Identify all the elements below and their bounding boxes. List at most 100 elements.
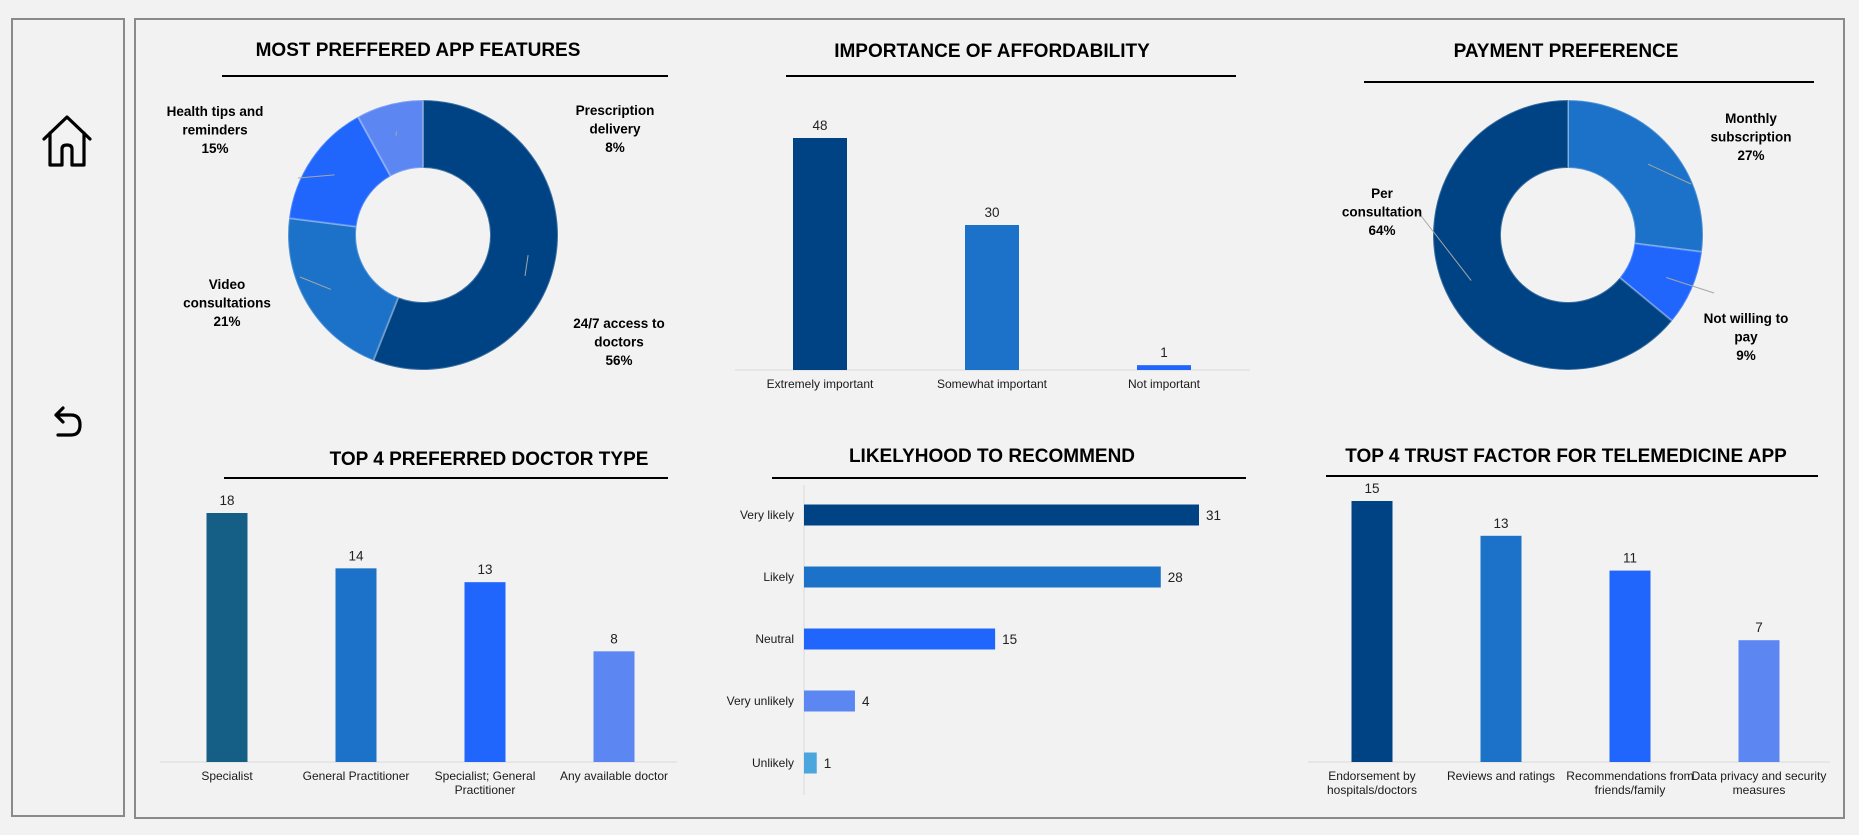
x-tick-label: Specialist; General xyxy=(435,769,536,783)
home-button[interactable] xyxy=(39,112,95,170)
y-tick-label: Neutral xyxy=(755,632,794,646)
sidebar xyxy=(11,18,125,817)
leader-line-1 xyxy=(299,276,332,290)
y-tick-label: Likely xyxy=(763,570,794,584)
slice-label-1: Not willing to xyxy=(1704,311,1789,326)
recommend-title: LIKELYHOOD TO RECOMMEND xyxy=(848,446,1136,467)
leader-line-2 xyxy=(1414,207,1472,281)
bar-1 xyxy=(335,568,377,762)
bar-value-label: 1 xyxy=(1160,345,1168,360)
donut-slice-1 xyxy=(287,216,400,362)
features-title: MOST PREFFERED APP FEATURES xyxy=(255,40,581,61)
x-tick-label: Specialist xyxy=(201,769,253,783)
features-donut-chart: 24/7 access to doctors 56% Video consultatio… xyxy=(167,98,665,371)
bar-1 xyxy=(965,225,1019,370)
leader-line-0 xyxy=(1648,163,1692,185)
bar-0 xyxy=(804,504,1199,526)
bar-1 xyxy=(1480,535,1522,762)
slice-label-3: 8% xyxy=(605,140,625,155)
bar-2 xyxy=(804,628,996,650)
bar-value-label: 48 xyxy=(812,118,827,133)
bar-value-label: 1 xyxy=(824,756,832,771)
bar-value-label: 13 xyxy=(1493,516,1508,531)
x-tick-label: Any available doctor xyxy=(560,769,668,783)
affordability-bar-chart: 48 Extremely important 30 Somewhat importan… xyxy=(735,118,1250,391)
donut-slice-3 xyxy=(356,98,424,178)
bar-3 xyxy=(593,651,635,762)
affordability-title-underline xyxy=(786,75,1236,77)
slice-label-0: 27% xyxy=(1737,148,1764,163)
bar-0 xyxy=(793,138,847,370)
donut-slice-0 xyxy=(372,98,559,371)
y-tick-label: Very likely xyxy=(740,508,794,522)
payment-title: PAYMENT PREFERENCE xyxy=(1453,41,1679,62)
x-tick-label: Recommendations from xyxy=(1566,769,1693,783)
slice-label-2: Per xyxy=(1371,186,1394,201)
x-tick-label: Data privacy and security xyxy=(1692,769,1827,783)
bar-3 xyxy=(1738,640,1780,762)
trust-title: TOP 4 TRUST FACTOR FOR TELEMEDICINE APP xyxy=(1345,446,1787,467)
home-icon xyxy=(42,115,92,167)
slice-label-3: Prescription xyxy=(576,103,655,118)
x-tick-label: General Practitioner xyxy=(303,769,410,783)
leader-line-1 xyxy=(1666,277,1715,294)
slice-label-2: 64% xyxy=(1368,223,1395,238)
x-tick-label: friends/family xyxy=(1595,783,1666,797)
bar-value-label: 7 xyxy=(1755,620,1763,635)
bar-2 xyxy=(1609,570,1651,762)
bar-2 xyxy=(464,582,506,762)
x-tick-label: Somewhat important xyxy=(937,377,1048,391)
donut-slice-0 xyxy=(1567,98,1704,254)
x-tick-label: measures xyxy=(1733,783,1786,797)
bar-0 xyxy=(1351,501,1393,762)
slice-label-0: 56% xyxy=(605,353,632,368)
slice-label-2: Health tips and xyxy=(167,104,264,119)
undo-arrow-icon xyxy=(54,406,82,437)
bar-0 xyxy=(206,513,248,762)
slice-label-2: 15% xyxy=(201,141,228,156)
x-tick-label: Extremely important xyxy=(767,377,874,391)
doctor-bar-chart: 18 Specialist 14 General Practitioner 13 Spec… xyxy=(160,493,677,797)
bar-2 xyxy=(1137,365,1191,370)
payment-donut-chart: Monthly subscription 27% Not willing to pay 9… xyxy=(1342,98,1792,371)
doctor-title-underline xyxy=(224,477,668,479)
x-tick-label: Practitioner xyxy=(455,783,516,797)
bar-4 xyxy=(804,752,817,774)
y-tick-label: Very unlikely xyxy=(727,694,794,708)
slice-label-0: 24/7 access to xyxy=(573,316,665,331)
bar-value-label: 15 xyxy=(1002,632,1017,647)
leader-line-2 xyxy=(297,174,335,179)
donut-slice-2 xyxy=(287,115,393,228)
slice-label-0: doctors xyxy=(594,335,644,350)
slice-label-3: delivery xyxy=(589,122,641,137)
trust-title-underline xyxy=(1326,475,1818,477)
bar-value-label: 15 xyxy=(1364,481,1379,496)
slice-label-1: 21% xyxy=(213,314,240,329)
bar-value-label: 18 xyxy=(219,493,234,508)
slice-label-1: 9% xyxy=(1736,348,1756,363)
x-tick-label: Endorsement by xyxy=(1328,769,1415,783)
y-tick-label: Unlikely xyxy=(752,756,794,770)
bar-1 xyxy=(804,566,1161,588)
slice-label-2: reminders xyxy=(182,123,247,138)
leader-line-0 xyxy=(524,254,529,277)
x-tick-label: Not important xyxy=(1128,377,1201,391)
bar-value-label: 31 xyxy=(1206,508,1221,523)
recommend-bar-chart: 31 Very likely 28 Likely 15 Neutral 4 Very unli… xyxy=(727,485,1221,795)
bar-value-label: 4 xyxy=(862,694,870,709)
back-button[interactable] xyxy=(51,404,85,442)
bar-value-label: 14 xyxy=(348,548,364,563)
bar-value-label: 30 xyxy=(984,205,999,220)
slice-label-0: Monthly xyxy=(1725,111,1777,126)
slice-label-1: Video xyxy=(209,277,246,292)
bar-value-label: 8 xyxy=(610,631,618,646)
donut-slice-1 xyxy=(1618,242,1704,323)
bar-3 xyxy=(804,690,855,712)
affordability-title: IMPORTANCE OF AFFORDABILITY xyxy=(834,41,1150,62)
x-tick-label: hospitals/doctors xyxy=(1327,783,1417,797)
slice-label-2: consultation xyxy=(1342,205,1422,220)
bar-value-label: 11 xyxy=(1623,551,1637,566)
bar-value-label: 28 xyxy=(1168,570,1183,585)
slice-label-1: consultations xyxy=(183,296,271,311)
